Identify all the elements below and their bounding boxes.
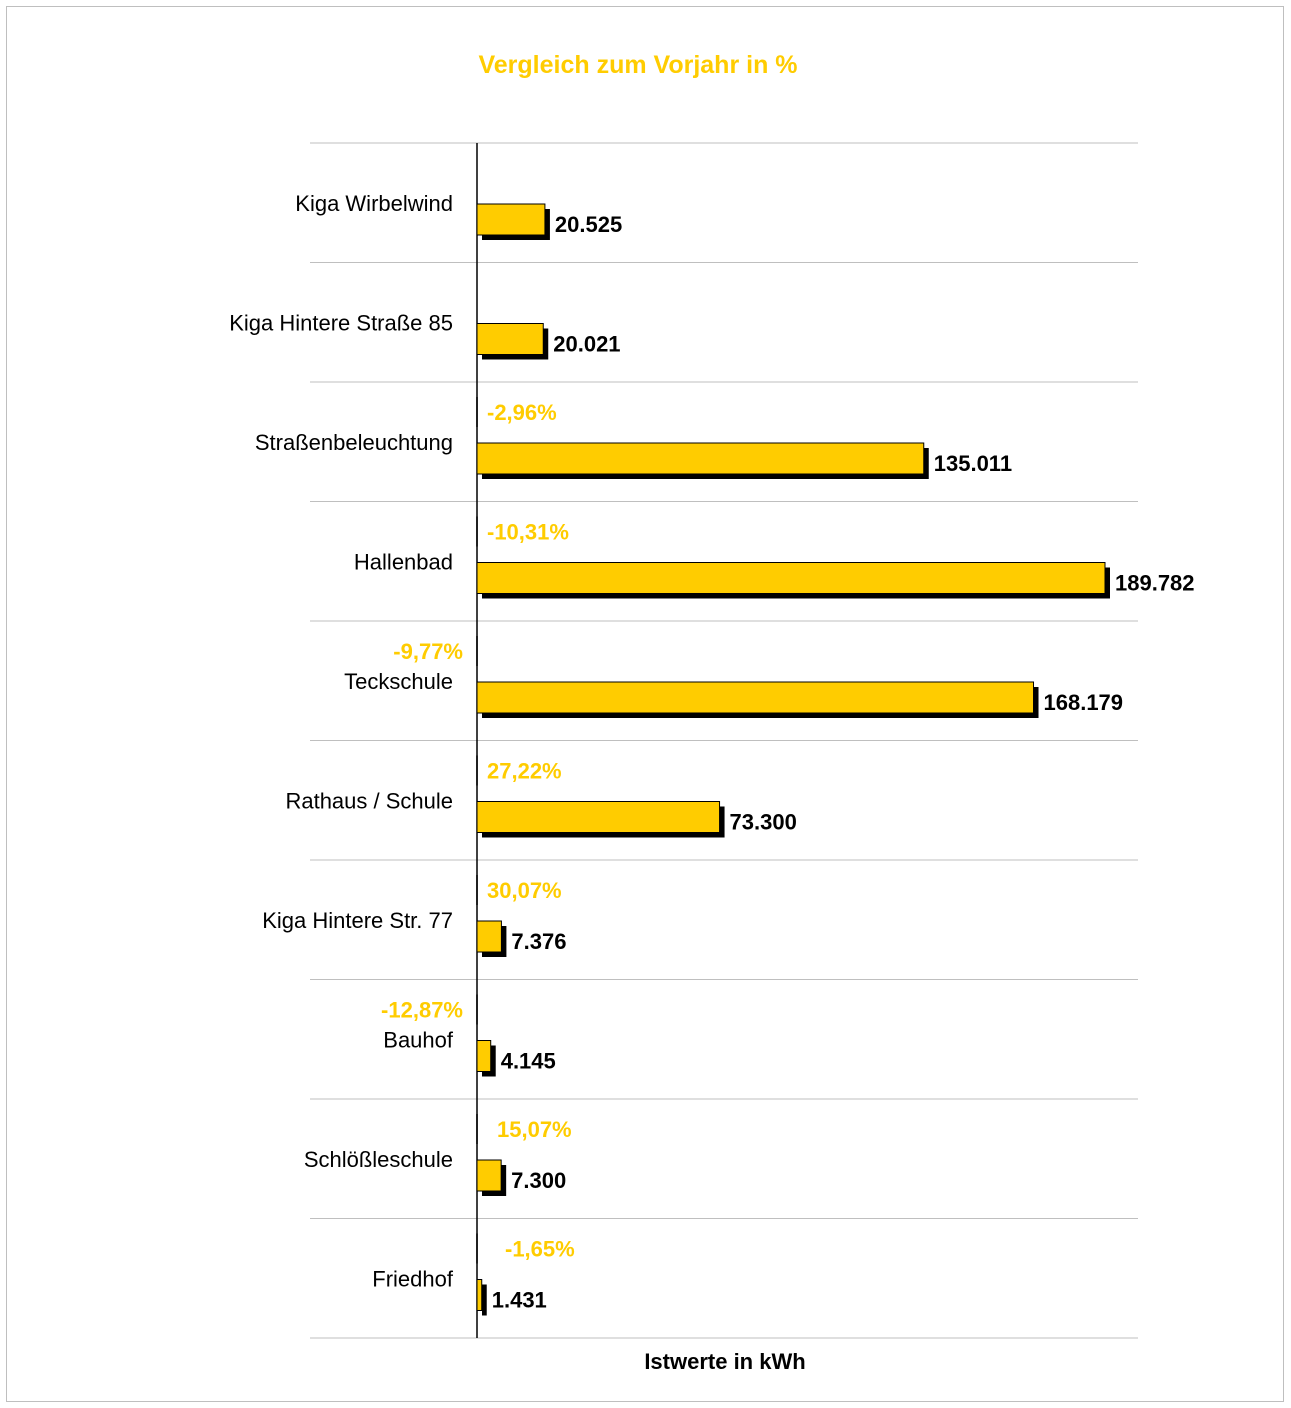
value-label: 73.300 xyxy=(730,810,797,835)
value-label: 20.525 xyxy=(555,212,622,237)
chart-title: Vergleich zum Vorjahr in % xyxy=(478,51,797,79)
bar xyxy=(476,203,546,236)
value-label: 7.376 xyxy=(511,929,566,954)
bar xyxy=(476,1159,502,1192)
pct-label: -9,77% xyxy=(393,639,463,664)
bar xyxy=(476,801,721,833)
category-label: Teckschule xyxy=(344,669,453,694)
pct-label: -10,31% xyxy=(487,520,569,545)
gridlines xyxy=(310,142,1138,1339)
bar xyxy=(476,681,1035,714)
category-label: Bauhof xyxy=(383,1028,454,1053)
bars xyxy=(476,203,1110,1316)
bar xyxy=(476,1279,483,1311)
bar xyxy=(476,323,544,355)
bar xyxy=(476,562,1106,594)
value-label: 135.011 xyxy=(934,451,1012,476)
pct-label: -1,65% xyxy=(505,1237,575,1262)
value-label: 189.782 xyxy=(1115,571,1195,596)
value-label: 7.300 xyxy=(511,1168,566,1193)
pct-label: 27,22% xyxy=(487,759,562,784)
category-label: Kiga Hintere Straße 85 xyxy=(229,311,453,336)
category-label: Rathaus / Schule xyxy=(285,789,453,814)
category-label: Hallenbad xyxy=(354,550,453,575)
value-label: 20.021 xyxy=(553,332,620,357)
category-label: Kiga Hintere Str. 77 xyxy=(262,908,453,933)
bar xyxy=(476,442,925,475)
bar xyxy=(476,1040,492,1072)
category-label: Straßenbeleuchtung xyxy=(255,430,453,455)
value-label: 1.431 xyxy=(492,1288,547,1313)
bar xyxy=(476,920,502,953)
pct-label: -2,96% xyxy=(487,400,557,425)
bar-shadow xyxy=(482,1284,487,1316)
value-label: 168.179 xyxy=(1044,690,1124,715)
labels: Kiga Wirbelwind 20.525 Kiga Hintere Straße… xyxy=(229,191,1194,1313)
category-label: Friedhof xyxy=(372,1267,454,1292)
value-label: 4.145 xyxy=(501,1049,556,1074)
x-axis-label: Istwerte in kWh xyxy=(644,1349,805,1374)
pct-label: -12,87% xyxy=(381,998,463,1023)
pct-label: 15,07% xyxy=(497,1117,572,1142)
category-label: Schlößleschule xyxy=(304,1147,453,1172)
category-label: Kiga Wirbelwind xyxy=(295,191,453,216)
pct-label: 30,07% xyxy=(487,878,562,903)
